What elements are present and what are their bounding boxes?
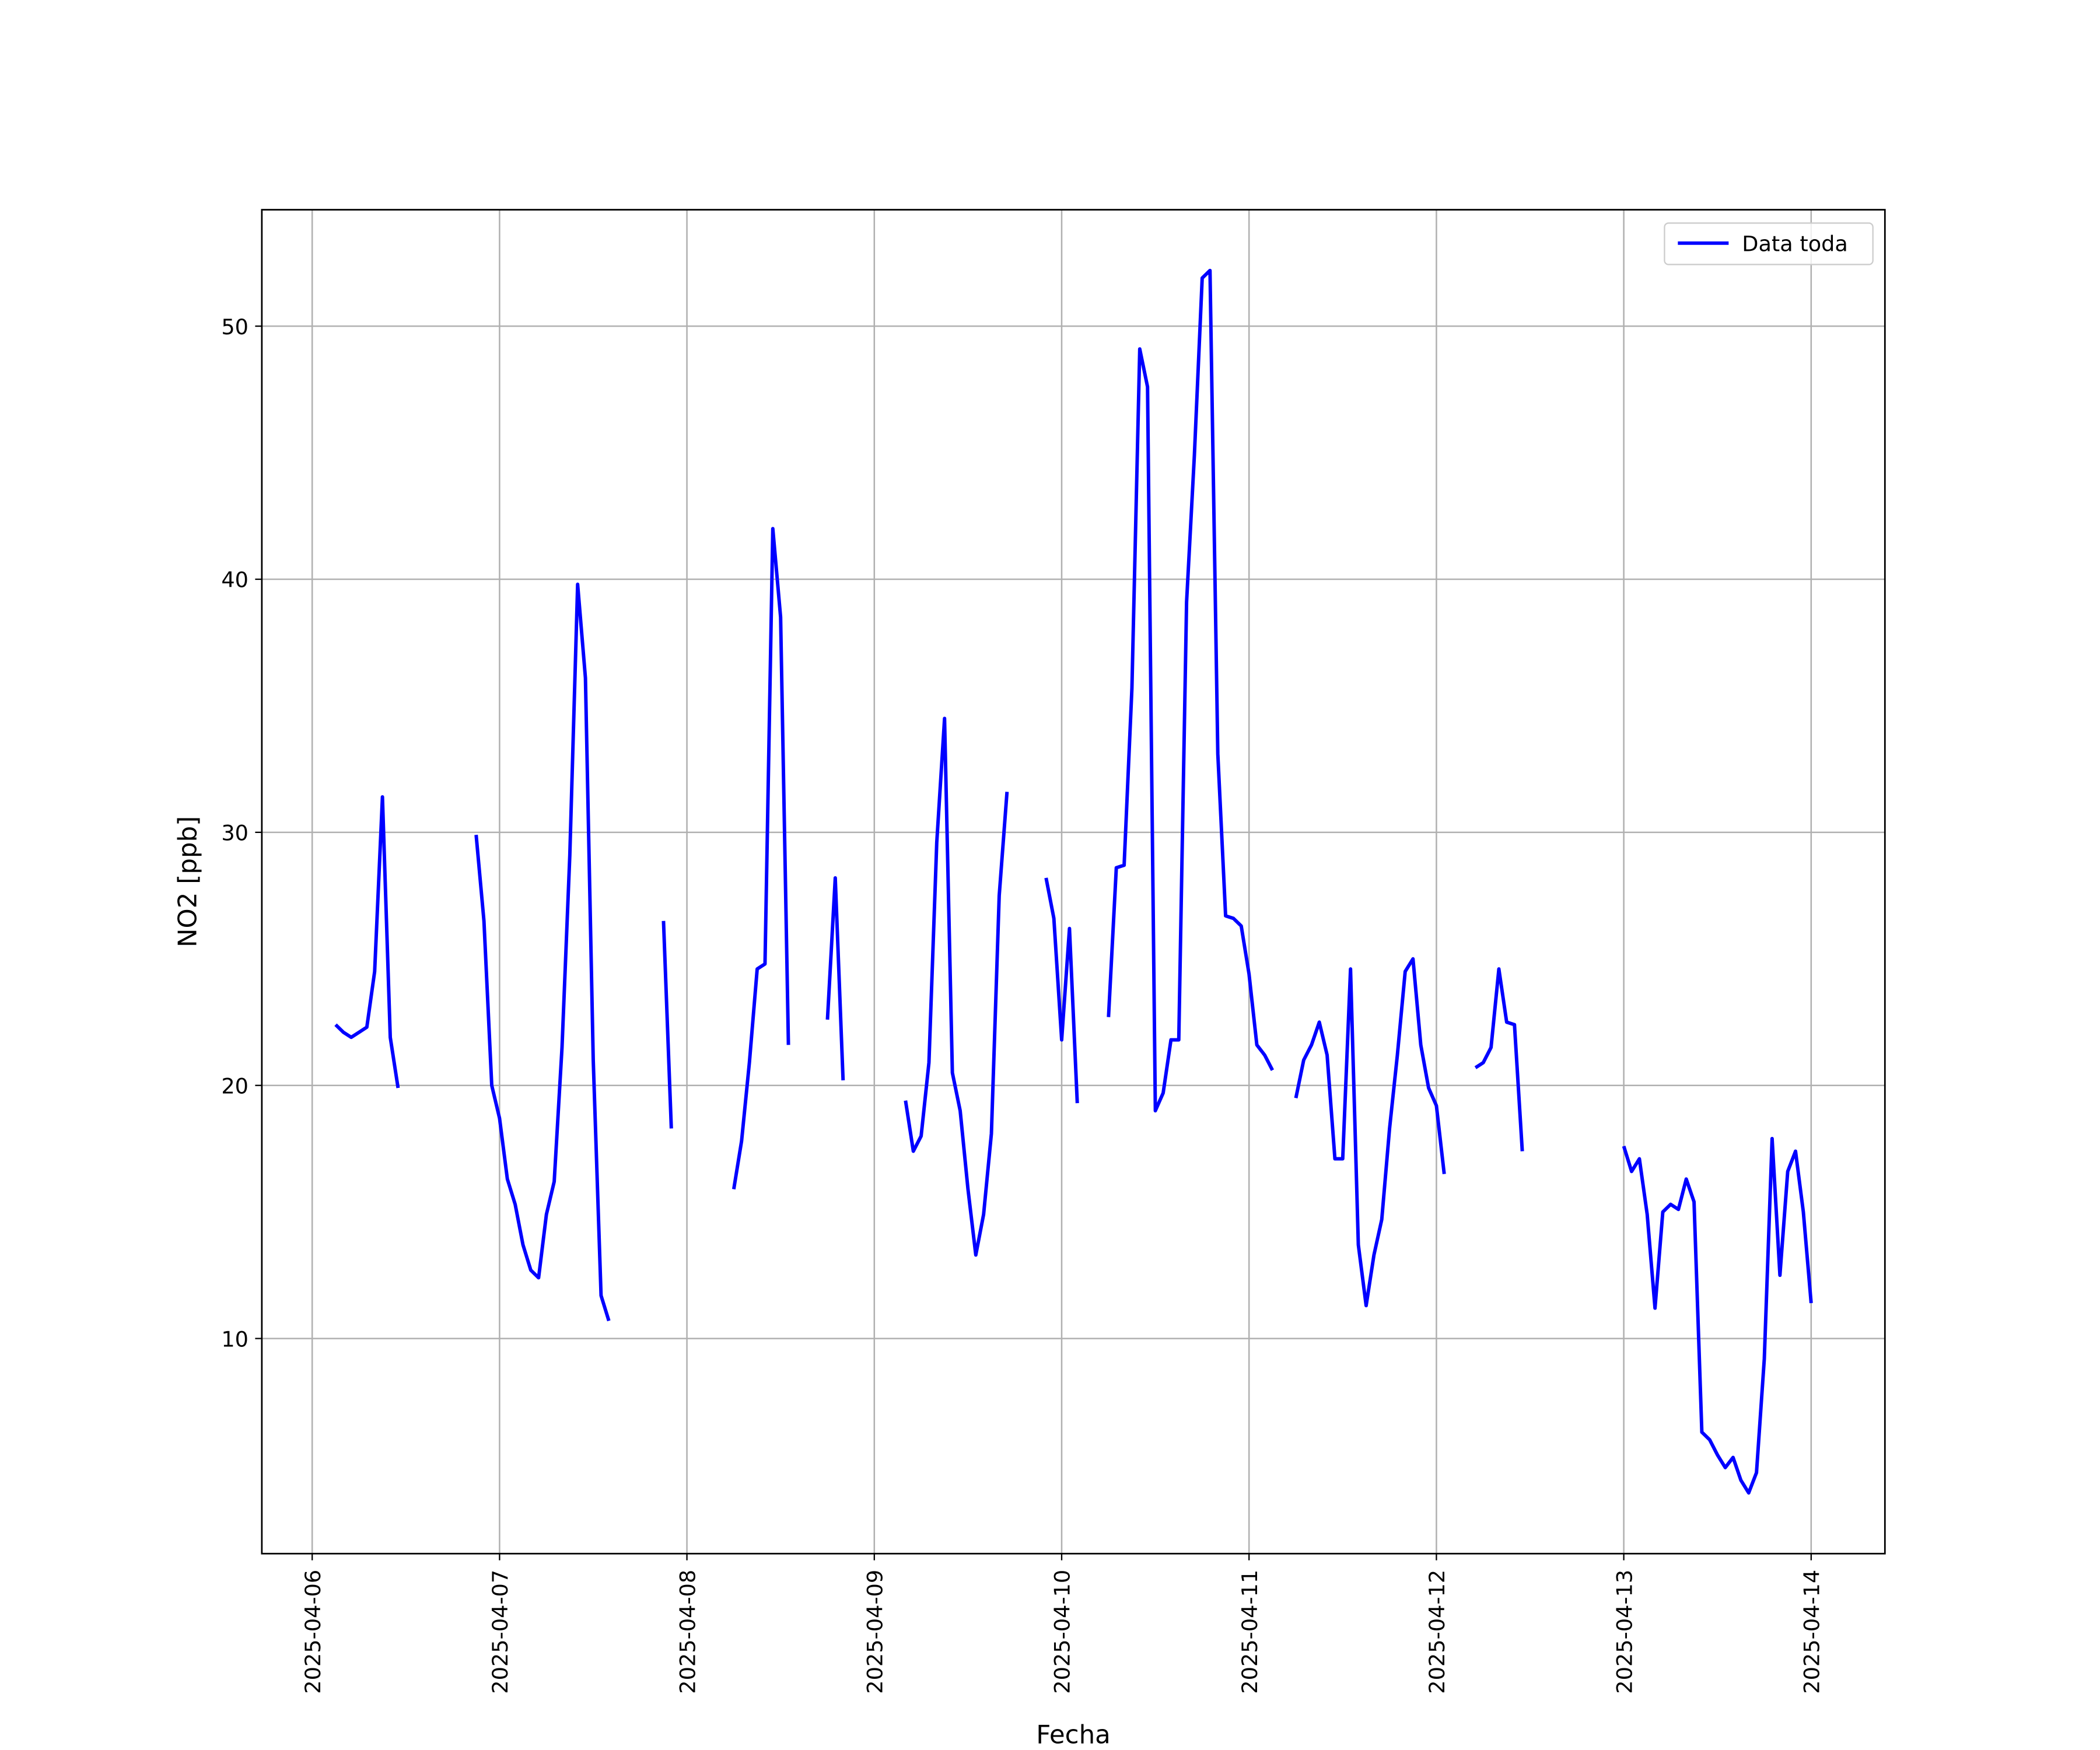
x-tick-label: 2025-04-13 [1612, 1570, 1637, 1694]
x-tick-label: 2025-04-08 [675, 1570, 700, 1694]
y-tick-label: 50 [221, 314, 249, 340]
y-tick-label: 30 [221, 821, 249, 846]
x-axis-label: Fecha [1036, 1721, 1111, 1750]
x-tick-label: 2025-04-11 [1237, 1570, 1262, 1694]
y-tick-label: 10 [221, 1326, 249, 1352]
plot-frame [261, 209, 1886, 1555]
legend-box [1664, 222, 1874, 265]
x-tick-label: 2025-04-06 [300, 1570, 326, 1694]
y-tick-label: 20 [221, 1073, 249, 1098]
x-tick-label: 2025-04-14 [1800, 1570, 1825, 1694]
x-tick-label: 2025-04-09 [863, 1570, 888, 1694]
legend-label: Data toda [1742, 232, 1848, 257]
x-tick-label: 2025-04-10 [1050, 1570, 1075, 1694]
x-tick-label: 2025-04-12 [1424, 1570, 1450, 1694]
x-tick-label: 2025-04-07 [488, 1570, 513, 1694]
y-tick-label: 40 [221, 568, 249, 593]
y-axis-label: NO2 [ppb] [174, 816, 203, 947]
data-line [334, 268, 1813, 1495]
